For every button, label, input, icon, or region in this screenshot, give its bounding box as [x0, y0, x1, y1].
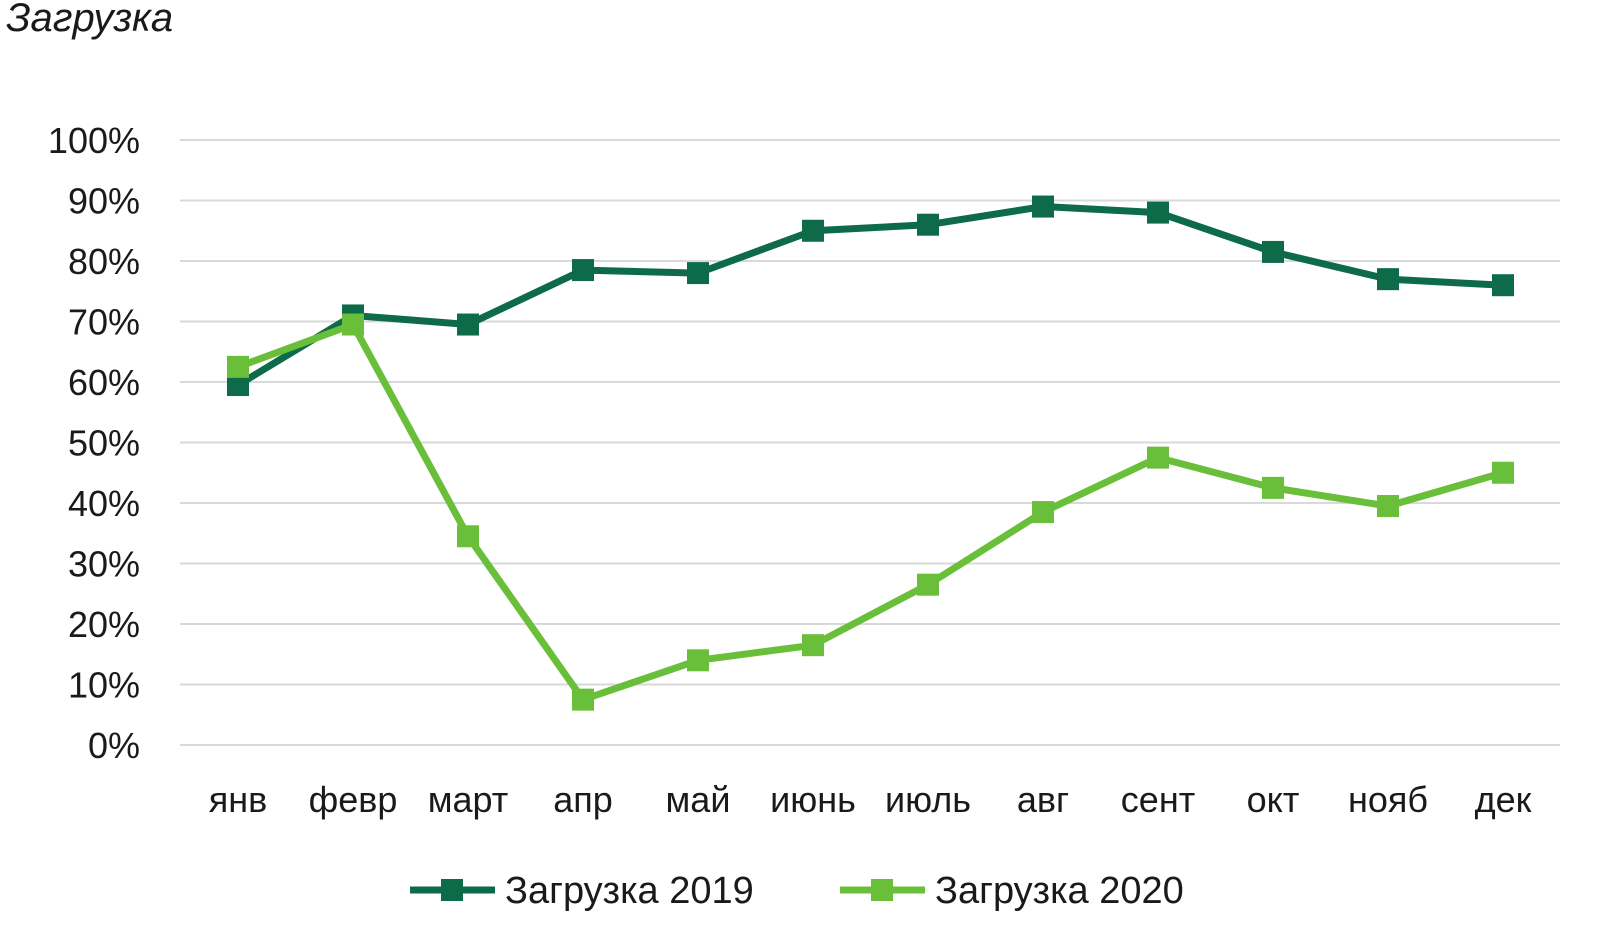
data-point — [457, 313, 479, 336]
data-point — [1262, 476, 1284, 499]
x-tick-label: март — [428, 779, 509, 820]
y-tick-label: 0% — [88, 725, 140, 766]
data-point — [1147, 446, 1169, 469]
y-tick-label: 60% — [68, 362, 140, 403]
legend: Загрузка 2019 Загрузка 2020 — [410, 870, 1184, 912]
x-tick-label: окт — [1247, 779, 1300, 820]
legend-label: Загрузка 2020 — [935, 870, 1184, 912]
y-tick-label: 70% — [68, 302, 140, 343]
y-tick-label: 10% — [68, 665, 140, 706]
data-point — [687, 262, 709, 285]
chart-title: Загрузка — [6, 0, 174, 40]
data-point — [342, 313, 364, 336]
series-line — [234, 203, 1507, 389]
data-point — [572, 259, 594, 282]
legend-marker — [441, 879, 463, 901]
data-point — [227, 355, 249, 378]
data-point — [1032, 501, 1054, 524]
legend-item: Загрузка 2020 — [840, 870, 1184, 912]
y-axis-tick-labels: 0% 10% 20% 30% 40% 50% 60% 70% 80% 90% 100% — [48, 120, 140, 766]
y-tick-label: 50% — [68, 423, 140, 464]
x-tick-label: июль — [885, 779, 971, 820]
x-tick-label: авг — [1017, 779, 1069, 820]
series-2 — [227, 313, 1514, 711]
x-axis-tick-labels: янв февр март апр май июнь июль авг сент окт нояб д… — [209, 779, 1532, 820]
data-point — [227, 374, 249, 397]
x-tick-label: сент — [1121, 779, 1195, 820]
data-point — [572, 688, 594, 711]
x-tick-label: февр — [309, 779, 398, 820]
data-point — [917, 573, 939, 596]
data-point — [1492, 461, 1514, 484]
series-1 — [227, 195, 1514, 397]
y-tick-label: 40% — [68, 483, 140, 524]
legend-label: Загрузка 2019 — [505, 870, 754, 912]
x-tick-label: май — [666, 779, 731, 820]
x-tick-label: янв — [209, 779, 268, 820]
data-point — [687, 649, 709, 672]
data-point — [917, 213, 939, 236]
x-tick-label: дек — [1475, 779, 1532, 820]
data-point — [802, 634, 824, 657]
y-tick-label: 90% — [68, 181, 140, 222]
x-tick-label: нояб — [1348, 779, 1428, 820]
series-line — [234, 321, 1507, 704]
data-point — [802, 219, 824, 242]
y-tick-label: 30% — [68, 544, 140, 585]
y-tick-label: 100% — [48, 120, 140, 161]
y-tick-label: 80% — [68, 241, 140, 282]
series-lines — [227, 195, 1514, 711]
legend-marker — [871, 879, 893, 901]
data-point — [1032, 195, 1054, 218]
legend-item: Загрузка 2019 — [410, 870, 754, 912]
data-point — [1147, 201, 1169, 224]
x-tick-label: июнь — [770, 779, 856, 820]
data-point — [457, 525, 479, 548]
data-point — [1262, 240, 1284, 263]
data-point — [1377, 495, 1399, 518]
data-point — [1377, 268, 1399, 291]
y-tick-label: 20% — [68, 604, 140, 645]
x-tick-label: апр — [553, 779, 613, 820]
data-point — [1492, 274, 1514, 297]
